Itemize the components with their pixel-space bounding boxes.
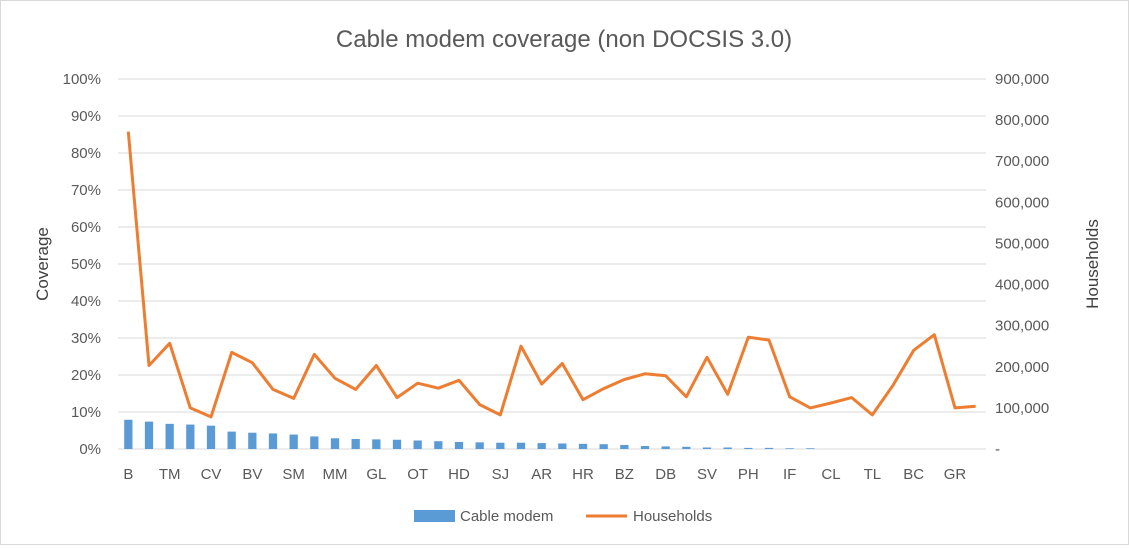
y-left-tick-label: 20% [71,367,101,384]
chart-title: Cable modem coverage (non DOCSIS 3.0) [336,26,792,53]
y-right-tick-label: 500,000 [995,235,1049,252]
y-left-tick-label: 90% [71,108,101,125]
bar [620,444,629,449]
x-tick-label: BC [903,466,924,483]
x-tick-label: AR [531,466,552,483]
x-tick-label: PH [738,466,759,483]
right-axis-ticks: - 100,000 200,000 300,000 400,000 500,000 600,… [995,71,1049,458]
bar [496,442,505,449]
y-right-tick-label: 400,000 [995,277,1049,294]
legend-swatch-cable-modem [414,510,455,522]
bar [248,432,257,449]
x-tick-label: TM [159,466,181,483]
bar [124,419,133,449]
x-tick-label: OT [407,466,428,483]
y-left-tick-label: 60% [71,219,101,236]
bar [144,421,154,449]
y-left-axis-label: Coverage [33,227,52,301]
x-tick-label: SV [697,466,717,483]
bar [392,439,402,449]
x-axis-ticks: B TM CV BV SM MM GL OT HD SJ AR HR BZ DB SV PH IF CL TL BC G… [123,466,966,483]
legend-label-cable-modem: Cable modem [460,508,553,525]
bar [186,424,195,449]
y-right-tick-label: 200,000 [995,359,1049,376]
y-left-tick-label: 0% [79,441,101,458]
x-tick-label: B [123,466,133,483]
x-tick-label: GR [944,466,967,483]
bar [434,441,443,449]
bar [702,447,712,449]
bar [351,439,360,449]
bar-series [124,419,815,449]
bar [475,442,484,449]
bar [268,433,278,449]
x-tick-label: HR [572,466,594,483]
x-tick-label: IF [783,466,796,483]
x-tick-label: BV [242,466,262,483]
y-right-tick-label: 100,000 [995,400,1049,417]
bar [744,447,753,449]
y-left-tick-label: 70% [71,182,101,199]
bar [558,443,567,449]
bar [764,447,774,449]
y-left-tick-label: 10% [71,404,101,421]
y-left-tick-label: 50% [71,256,101,273]
bar [310,436,319,449]
bar [682,446,691,449]
bar [516,442,526,449]
y-left-tick-label: 40% [71,293,101,310]
households-line [126,131,976,419]
bar [206,425,216,449]
bar [537,443,546,449]
bar [330,438,340,449]
bar [454,441,464,449]
gridlines [118,78,986,450]
y-right-tick-label: - [995,441,1000,458]
bar [413,440,422,449]
bar [227,431,236,449]
legend-label-households: Households [633,508,712,525]
y-left-tick-label: 100% [63,71,101,88]
bar [785,448,794,449]
y-right-tick-label: 600,000 [995,194,1049,211]
bar [578,443,588,449]
y-right-tick-label: 900,000 [995,71,1049,88]
legend: Cable modem Households [414,508,712,525]
x-tick-label: GL [366,466,386,483]
left-axis-ticks: 0% 10% 20% 30% 40% 50% 60% 70% 80% 90% 100% [63,71,101,458]
x-tick-label: CV [201,466,222,483]
line-series [126,131,976,419]
bar [289,434,298,449]
bar [640,446,650,449]
y-left-tick-label: 30% [71,330,101,347]
x-tick-label: CL [821,466,840,483]
bar [723,447,732,449]
bar [599,444,608,449]
y-right-tick-label: 800,000 [995,112,1049,129]
x-tick-label: SM [282,466,305,483]
bar [806,448,815,449]
x-tick-label: MM [323,466,348,483]
x-tick-label: HD [448,466,470,483]
x-tick-label: BZ [615,466,634,483]
bar [661,446,670,449]
bar [165,423,174,449]
x-tick-label: DB [655,466,676,483]
bar [372,439,381,449]
y-right-tick-label: 300,000 [995,318,1049,335]
y-right-axis-label: Households [1083,219,1102,309]
x-tick-label: TL [864,466,882,483]
y-right-tick-label: 700,000 [995,153,1049,170]
y-left-tick-label: 80% [71,145,101,162]
x-tick-label: SJ [492,466,510,483]
